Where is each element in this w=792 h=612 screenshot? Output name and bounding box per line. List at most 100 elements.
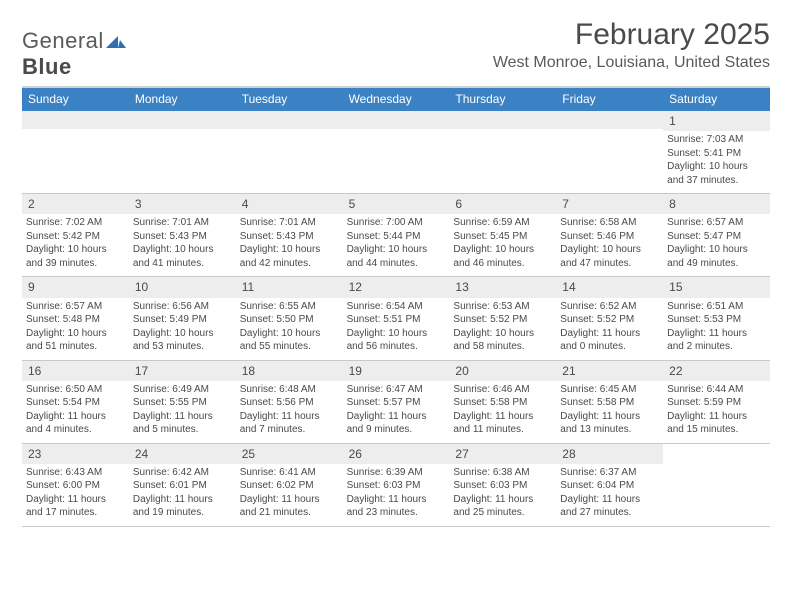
sunrise-text: Sunrise: 7:02 AM	[26, 216, 125, 230]
daylight-text: Daylight: 10 hours and 42 minutes.	[240, 243, 339, 270]
daylight-text: Daylight: 11 hours and 7 minutes.	[240, 410, 339, 437]
sunrise-text: Sunrise: 6:54 AM	[347, 300, 446, 314]
sunset-text: Sunset: 5:50 PM	[240, 313, 339, 327]
brand-name-2: Blue	[22, 54, 72, 79]
day-of-week-header: Sunday Monday Tuesday Wednesday Thursday…	[22, 88, 770, 111]
daylight-text: Daylight: 10 hours and 51 minutes.	[26, 327, 125, 354]
sunset-text: Sunset: 5:47 PM	[667, 230, 766, 244]
day-number: 5	[343, 194, 450, 214]
week-row: 2Sunrise: 7:02 AMSunset: 5:42 PMDaylight…	[22, 194, 770, 277]
daylight-text: Daylight: 11 hours and 9 minutes.	[347, 410, 446, 437]
day-number: 22	[663, 361, 770, 381]
daylight-text: Daylight: 10 hours and 39 minutes.	[26, 243, 125, 270]
day-number: 20	[449, 361, 556, 381]
day-cell	[129, 111, 236, 193]
day-cell: 26Sunrise: 6:39 AMSunset: 6:03 PMDayligh…	[343, 444, 450, 526]
sunrise-text: Sunrise: 7:01 AM	[240, 216, 339, 230]
day-cell: 1 Sunrise: 7:03 AMSunset: 5:41 PMDaylight…	[663, 111, 770, 193]
sunrise-text: Sunrise: 6:55 AM	[240, 300, 339, 314]
daylight-text: Daylight: 10 hours and 44 minutes.	[347, 243, 446, 270]
day-number	[22, 111, 129, 129]
day-cell	[22, 111, 129, 193]
day-cell: 4Sunrise: 7:01 AMSunset: 5:43 PMDaylight…	[236, 194, 343, 276]
daylight-text: Daylight: 11 hours and 17 minutes.	[26, 493, 125, 520]
day-cell: 12Sunrise: 6:54 AMSunset: 5:51 PMDayligh…	[343, 277, 450, 359]
sunset-text: Sunset: 5:42 PM	[26, 230, 125, 244]
day-number: 27	[449, 444, 556, 464]
daylight-text: Daylight: 11 hours and 23 minutes.	[347, 493, 446, 520]
daylight-text: Daylight: 10 hours and 47 minutes.	[560, 243, 659, 270]
day-cell: 23Sunrise: 6:43 AMSunset: 6:00 PMDayligh…	[22, 444, 129, 526]
dow-tuesday: Tuesday	[236, 88, 343, 111]
sunset-text: Sunset: 5:58 PM	[453, 396, 552, 410]
day-number: 11	[236, 277, 343, 297]
day-number	[343, 111, 450, 129]
day-number: 23	[22, 444, 129, 464]
sunset-text: Sunset: 5:52 PM	[560, 313, 659, 327]
daylight-text: Daylight: 10 hours and 55 minutes.	[240, 327, 339, 354]
daylight-text: Daylight: 11 hours and 25 minutes.	[453, 493, 552, 520]
daylight-text: Daylight: 10 hours and 53 minutes.	[133, 327, 232, 354]
week-row: 9Sunrise: 6:57 AMSunset: 5:48 PMDaylight…	[22, 277, 770, 360]
daylight-text: Daylight: 11 hours and 19 minutes.	[133, 493, 232, 520]
day-cell: 21Sunrise: 6:45 AMSunset: 5:58 PMDayligh…	[556, 361, 663, 443]
dow-sunday: Sunday	[22, 88, 129, 111]
daylight-text: Daylight: 11 hours and 27 minutes.	[560, 493, 659, 520]
day-number: 12	[343, 277, 450, 297]
sunrise-text: Sunrise: 6:53 AM	[453, 300, 552, 314]
day-cell: 24Sunrise: 6:42 AMSunset: 6:01 PMDayligh…	[129, 444, 236, 526]
day-number: 7	[556, 194, 663, 214]
daylight-text: Daylight: 11 hours and 11 minutes.	[453, 410, 552, 437]
sunrise-text: Sunrise: 6:39 AM	[347, 466, 446, 480]
day-number: 6	[449, 194, 556, 214]
sunrise-text: Sunrise: 7:03 AM	[667, 133, 766, 147]
day-cell: 17Sunrise: 6:49 AMSunset: 5:55 PMDayligh…	[129, 361, 236, 443]
day-number: 24	[129, 444, 236, 464]
daylight-text: Daylight: 10 hours and 37 minutes.	[667, 160, 766, 187]
sunset-text: Sunset: 5:44 PM	[347, 230, 446, 244]
calendar-page: GeneralBlue February 2025 West Monroe, L…	[0, 0, 792, 537]
day-cell: 7 Sunrise: 6:58 AMSunset: 5:46 PMDaylight…	[556, 194, 663, 276]
day-number	[236, 111, 343, 129]
sunset-text: Sunset: 5:41 PM	[667, 147, 766, 161]
sunset-text: Sunset: 5:54 PM	[26, 396, 125, 410]
day-number: 1	[663, 111, 770, 131]
sunrise-text: Sunrise: 6:59 AM	[453, 216, 552, 230]
sunrise-text: Sunrise: 7:01 AM	[133, 216, 232, 230]
daylight-text: Daylight: 11 hours and 0 minutes.	[560, 327, 659, 354]
daylight-text: Daylight: 10 hours and 41 minutes.	[133, 243, 232, 270]
day-cell: 3Sunrise: 7:01 AMSunset: 5:43 PMDaylight…	[129, 194, 236, 276]
sunset-text: Sunset: 5:56 PM	[240, 396, 339, 410]
weeks-container: 1Sunrise: 7:03 AMSunset: 5:41 PMDaylight…	[22, 111, 770, 527]
day-number: 2	[22, 194, 129, 214]
day-cell	[236, 111, 343, 193]
day-cell: 25Sunrise: 6:41 AMSunset: 6:02 PMDayligh…	[236, 444, 343, 526]
sunset-text: Sunset: 5:48 PM	[26, 313, 125, 327]
sunset-text: Sunset: 5:59 PM	[667, 396, 766, 410]
sunset-text: Sunset: 6:02 PM	[240, 479, 339, 493]
day-number: 9	[22, 277, 129, 297]
sunset-text: Sunset: 6:03 PM	[453, 479, 552, 493]
daylight-text: Daylight: 11 hours and 21 minutes.	[240, 493, 339, 520]
dow-monday: Monday	[129, 88, 236, 111]
sunset-text: Sunset: 5:55 PM	[133, 396, 232, 410]
sunrise-text: Sunrise: 6:41 AM	[240, 466, 339, 480]
day-number: 14	[556, 277, 663, 297]
sunset-text: Sunset: 5:58 PM	[560, 396, 659, 410]
sunrise-text: Sunrise: 6:58 AM	[560, 216, 659, 230]
sunrise-text: Sunrise: 6:52 AM	[560, 300, 659, 314]
dow-thursday: Thursday	[449, 88, 556, 111]
sunrise-text: Sunrise: 6:50 AM	[26, 383, 125, 397]
day-number	[129, 111, 236, 129]
day-number: 4	[236, 194, 343, 214]
day-cell: 18Sunrise: 6:48 AMSunset: 5:56 PMDayligh…	[236, 361, 343, 443]
brand-logo: GeneralBlue	[22, 18, 126, 80]
day-cell: 2 Sunrise: 7:02 AMSunset: 5:42 PMDaylight…	[22, 194, 129, 276]
day-cell: 8Sunrise: 6:57 AMSunset: 5:47 PMDaylight…	[663, 194, 770, 276]
sunset-text: Sunset: 5:46 PM	[560, 230, 659, 244]
day-cell: 14 Sunrise: 6:52 AMSunset: 5:52 PMDayligh…	[556, 277, 663, 359]
sunset-text: Sunset: 5:45 PM	[453, 230, 552, 244]
day-cell: 11 Sunrise: 6:55 AMSunset: 5:50 PMDayligh…	[236, 277, 343, 359]
day-cell: 27Sunrise: 6:38 AMSunset: 6:03 PMDayligh…	[449, 444, 556, 526]
day-cell: 6Sunrise: 6:59 AMSunset: 5:45 PMDaylight…	[449, 194, 556, 276]
